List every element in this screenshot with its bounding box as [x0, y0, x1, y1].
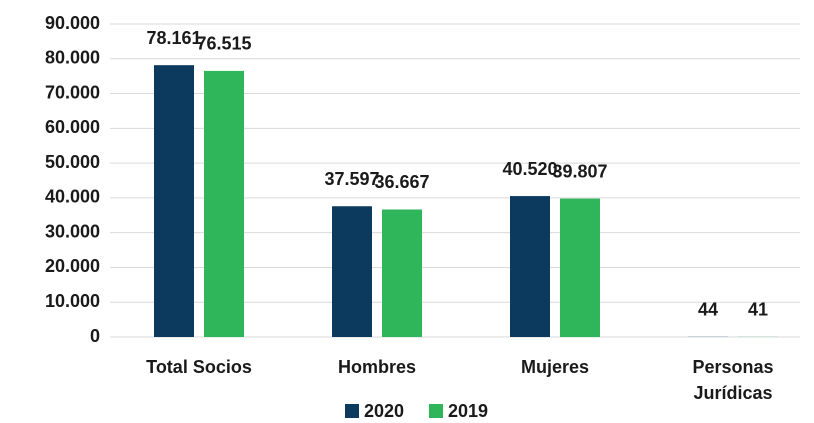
- y-tick-label: 30.000: [45, 221, 100, 241]
- x-tick-label-line: Jurídicas: [693, 383, 772, 403]
- y-tick-label: 20.000: [45, 256, 100, 276]
- data-label: 41: [748, 300, 768, 320]
- x-tick-label: Hombres: [338, 357, 416, 377]
- bar: [204, 70, 244, 338]
- data-label: 40.520: [502, 159, 557, 179]
- data-label: 76.515: [196, 34, 251, 54]
- data-label: 78.161: [146, 28, 201, 48]
- y-tick-label: 0: [90, 326, 100, 346]
- y-tick-label: 90.000: [45, 13, 100, 33]
- bar: [382, 209, 422, 337]
- bar: [510, 196, 550, 337]
- x-tick-label-line: Mujeres: [521, 357, 589, 377]
- legend-label: 2020: [364, 401, 404, 421]
- legend-label: 2019: [448, 401, 488, 421]
- legend-swatch: [345, 404, 359, 418]
- x-tick-label-line: Personas: [692, 357, 773, 377]
- data-label: 36.667: [374, 172, 429, 192]
- legend-swatch: [429, 404, 443, 418]
- x-tick-label-line: Total Socios: [146, 357, 252, 377]
- bar: [560, 198, 600, 337]
- y-tick-label: 60.000: [45, 117, 100, 137]
- x-tick-label: Mujeres: [521, 357, 589, 377]
- data-label: 39.807: [552, 161, 607, 181]
- x-tick-label: Personas Jurídicas: [692, 357, 773, 403]
- y-tick-label: 40.000: [45, 187, 100, 207]
- y-tick-label: 50.000: [45, 152, 100, 172]
- bar: [332, 206, 372, 337]
- y-tick-label: 80.000: [45, 48, 100, 68]
- bar: [154, 65, 194, 338]
- x-tick-label-line: Hombres: [338, 357, 416, 377]
- y-tick-label: 10.000: [45, 291, 100, 311]
- data-label: 44: [698, 300, 718, 320]
- data-label: 37.597: [324, 169, 379, 189]
- y-tick-label: 70.000: [45, 82, 100, 102]
- x-tick-label: Total Socios: [146, 357, 252, 377]
